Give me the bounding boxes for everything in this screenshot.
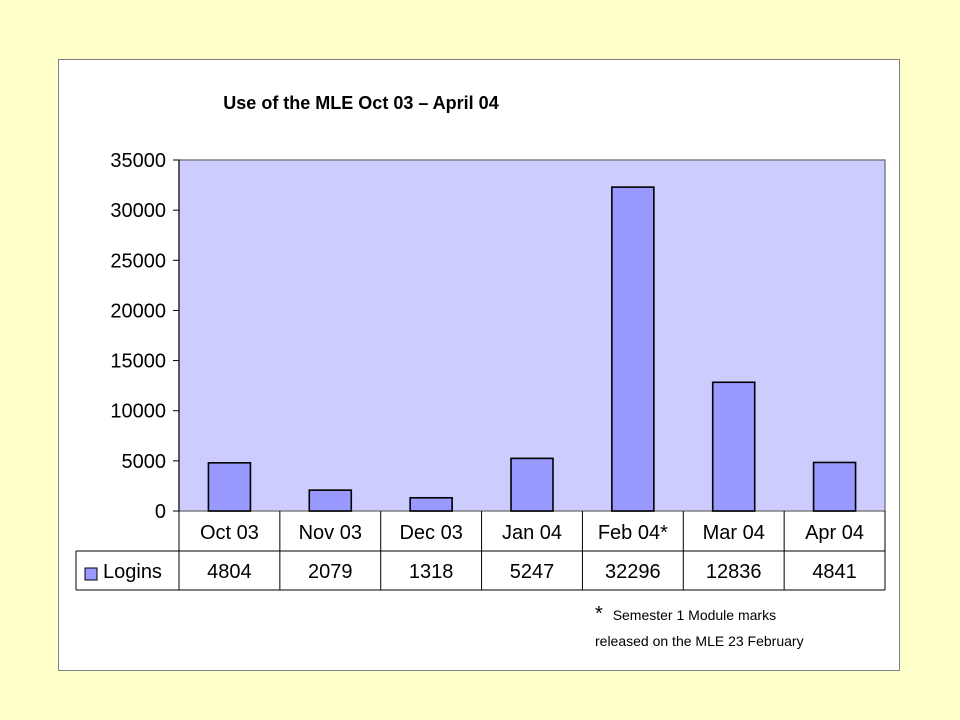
bar (207, 462, 252, 512)
y-tick-label: 5000 (122, 451, 167, 473)
bar (711, 381, 756, 512)
y-tick-label: 35000 (110, 150, 166, 172)
svg-text:* Semester 1 Module ma: * Semester 1 Module marks (595, 603, 776, 625)
data-table: Oct 03 Nov 03 Dec 03 Jan 04 Feb 04* Mar 04 Apr… (75, 511, 886, 591)
bar (812, 461, 857, 512)
footnote-line-2: released on the MLE 23 February (595, 633, 804, 649)
x-category-label: Dec 03 (399, 522, 462, 544)
x-category-label: Feb 04* (598, 522, 668, 544)
data-table-value: 4804 (207, 561, 252, 583)
footnote-line-1: Semester 1 Module marks (613, 607, 776, 623)
chart-title: Use of the MLE Oct 03 – April 04 (223, 93, 498, 113)
legend-series-name: Logins (103, 561, 162, 583)
data-table-value: 32296 (605, 561, 661, 583)
plot-area (178, 159, 886, 512)
y-tick-label: 0 (155, 501, 166, 523)
footnote-star: * (595, 603, 603, 625)
y-tick-label: 25000 (110, 250, 166, 272)
data-table-value: 1318 (409, 561, 454, 583)
data-table-value: 5247 (510, 561, 555, 583)
y-tick-label: 20000 (110, 300, 166, 322)
bar (409, 496, 453, 512)
data-table-value: 4841 (812, 561, 857, 583)
data-table-value: 12836 (706, 561, 762, 583)
legend-swatch (84, 567, 98, 581)
y-tick-label: 10000 (110, 401, 166, 423)
x-category-label: Mar 04 (703, 522, 765, 544)
chart-svg: Use of the MLE Oct 03 – April 04 0 5000 10… (75, 93, 886, 649)
bar (611, 186, 655, 512)
data-table-value: 2079 (308, 561, 353, 583)
x-category-label: Jan 04 (502, 522, 562, 544)
footnote: * Semester 1 Module marks released on th… (595, 603, 804, 649)
y-tick-label: 30000 (110, 200, 166, 222)
x-category-label: Nov 03 (299, 522, 362, 544)
y-axis: 0 5000 10000 15000 20000 25000 30000 35000 (110, 150, 180, 523)
chart-panel: Use of the MLE Oct 03 – April 04 0 5000 10… (58, 59, 900, 671)
bar (308, 489, 353, 512)
bars (207, 186, 857, 512)
bar (510, 457, 554, 512)
y-tick-label: 15000 (110, 351, 166, 373)
x-category-label: Oct 03 (200, 522, 259, 544)
x-category-label: Apr 04 (805, 522, 864, 544)
